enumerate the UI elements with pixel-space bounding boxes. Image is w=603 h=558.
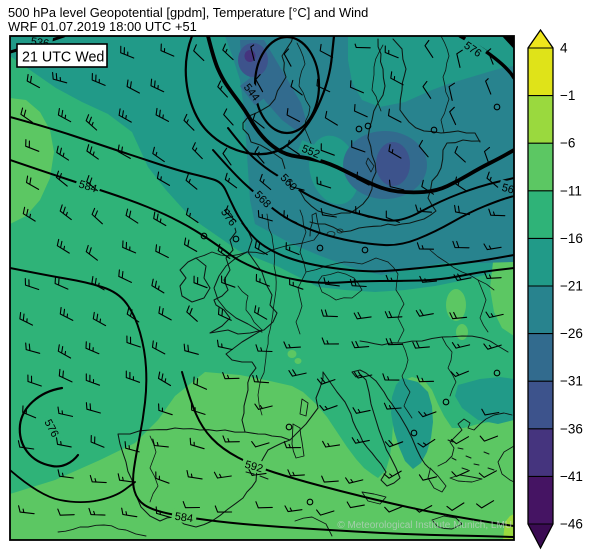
svg-text:−11: −11 bbox=[560, 183, 582, 198]
svg-text:500 hPa level Geopotential [gp: 500 hPa level Geopotential [gpdm], Tempe… bbox=[8, 5, 368, 20]
svg-text:21 UTC Wed: 21 UTC Wed bbox=[22, 50, 104, 66]
svg-text:−16: −16 bbox=[560, 231, 583, 246]
svg-text:−36: −36 bbox=[560, 421, 583, 436]
svg-text:−6: −6 bbox=[560, 136, 575, 151]
svg-text:4: 4 bbox=[560, 41, 568, 56]
svg-text:−41: −41 bbox=[560, 469, 583, 484]
svg-text:592: 592 bbox=[243, 459, 264, 476]
svg-text:WRF 01.07.2019 18:00 UTC +51: WRF 01.07.2019 18:00 UTC +51 bbox=[8, 19, 197, 34]
svg-text:584: 584 bbox=[77, 178, 98, 195]
svg-text:−26: −26 bbox=[560, 326, 583, 341]
svg-text:−1: −1 bbox=[560, 88, 575, 103]
svg-text:−46: −46 bbox=[560, 517, 583, 532]
svg-text:560: 560 bbox=[500, 182, 521, 198]
svg-text:584: 584 bbox=[174, 511, 194, 525]
svg-text:−31: −31 bbox=[560, 374, 583, 389]
svg-text:−21: −21 bbox=[560, 279, 583, 294]
svg-text:© Meteorological Institute Mun: © Meteorological Institute Munich, LMU bbox=[337, 520, 512, 531]
